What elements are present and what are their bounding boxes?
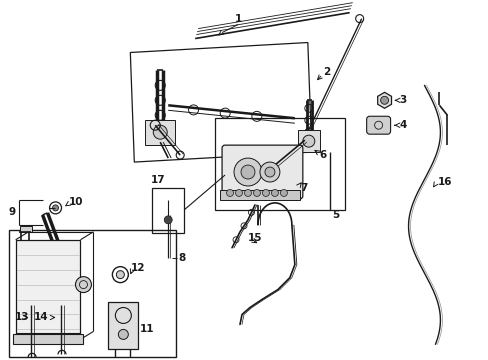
Circle shape	[302, 135, 314, 147]
Bar	[20, 226, 32, 232]
Text: 13: 13	[15, 312, 29, 323]
FancyBboxPatch shape	[222, 145, 302, 199]
Text: 17: 17	[151, 175, 165, 185]
Circle shape	[75, 276, 91, 293]
Circle shape	[262, 189, 269, 197]
Polygon shape	[377, 92, 391, 108]
Circle shape	[226, 189, 233, 197]
Text: 15: 15	[247, 233, 262, 243]
Text: 12: 12	[130, 263, 144, 273]
Circle shape	[380, 96, 388, 104]
Polygon shape	[297, 130, 319, 152]
Circle shape	[235, 189, 242, 197]
Circle shape	[153, 125, 167, 139]
Text: 6: 6	[319, 150, 326, 160]
Bar	[152, 188, 184, 233]
Circle shape	[164, 216, 172, 224]
Text: 14: 14	[34, 312, 48, 323]
Circle shape	[271, 189, 278, 197]
Circle shape	[116, 271, 124, 279]
Text: 2: 2	[322, 67, 329, 77]
Text: 7: 7	[299, 183, 306, 193]
Bar	[9, 230, 176, 357]
Polygon shape	[145, 120, 175, 145]
Polygon shape	[13, 334, 83, 345]
Circle shape	[234, 158, 262, 186]
Text: 5: 5	[331, 210, 338, 220]
Text: 11: 11	[140, 324, 155, 334]
Text: 10: 10	[68, 197, 83, 207]
Text: 16: 16	[437, 177, 451, 187]
Circle shape	[260, 162, 279, 182]
Text: 4: 4	[399, 120, 406, 130]
Circle shape	[264, 167, 274, 177]
Circle shape	[118, 329, 128, 339]
Text: 3: 3	[399, 95, 406, 105]
Circle shape	[280, 189, 287, 197]
Circle shape	[244, 189, 251, 197]
Text: 9: 9	[9, 207, 16, 217]
Text: 1: 1	[234, 14, 241, 24]
Circle shape	[52, 205, 59, 211]
Polygon shape	[108, 302, 138, 349]
Polygon shape	[16, 240, 81, 339]
Circle shape	[241, 165, 254, 179]
Text: 8: 8	[178, 253, 185, 263]
FancyBboxPatch shape	[366, 116, 390, 134]
Polygon shape	[220, 190, 299, 200]
Circle shape	[253, 189, 260, 197]
